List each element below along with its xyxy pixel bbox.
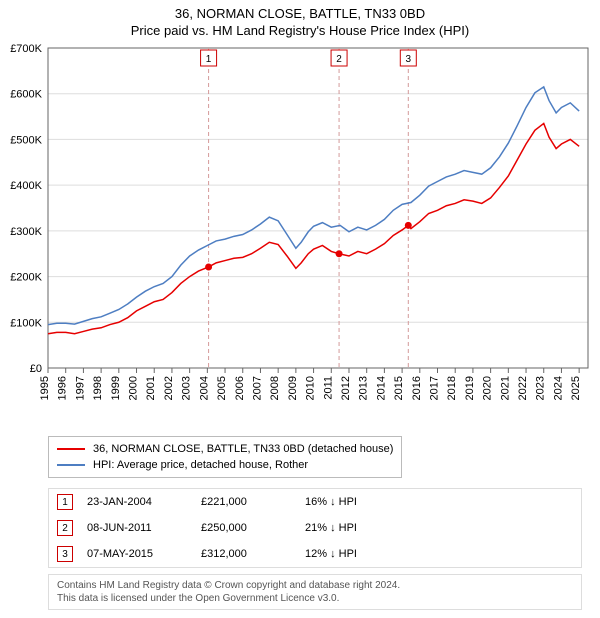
svg-text:1996: 1996 <box>57 376 69 400</box>
svg-text:£100K: £100K <box>10 317 42 329</box>
svg-text:1997: 1997 <box>74 376 86 400</box>
svg-text:1999: 1999 <box>110 376 122 400</box>
svg-text:2002: 2002 <box>163 376 175 400</box>
svg-text:£700K: £700K <box>10 43 42 55</box>
svg-text:1998: 1998 <box>92 376 104 400</box>
event-row: 2 08-JUN-2011 £250,000 21% ↓ HPI <box>49 515 581 541</box>
event-marker-box: 2 <box>57 520 73 536</box>
svg-text:2007: 2007 <box>251 376 263 400</box>
svg-text:2021: 2021 <box>499 376 511 400</box>
event-price: £312,000 <box>201 548 291 560</box>
svg-text:£300K: £300K <box>10 226 42 238</box>
svg-text:2016: 2016 <box>411 376 423 400</box>
title-subtitle: Price paid vs. HM Land Registry's House … <box>0 23 600 38</box>
legend-swatch <box>57 448 85 450</box>
event-diff: 16% ↓ HPI <box>305 496 395 508</box>
svg-text:2001: 2001 <box>145 376 157 400</box>
svg-text:3: 3 <box>406 54 412 65</box>
legend: 36, NORMAN CLOSE, BATTLE, TN33 0BD (deta… <box>48 436 402 478</box>
event-diff: 21% ↓ HPI <box>305 522 395 534</box>
sale-events-table: 1 23-JAN-2004 £221,000 16% ↓ HPI 2 08-JUN-201… <box>48 488 582 568</box>
svg-text:2022: 2022 <box>517 376 529 400</box>
svg-text:2004: 2004 <box>198 376 210 400</box>
svg-text:2013: 2013 <box>358 376 370 400</box>
svg-text:1995: 1995 <box>39 376 51 400</box>
svg-text:2023: 2023 <box>535 376 547 400</box>
event-price: £250,000 <box>201 522 291 534</box>
svg-text:£200K: £200K <box>10 272 42 284</box>
svg-text:2000: 2000 <box>128 376 140 400</box>
event-row: 1 23-JAN-2004 £221,000 16% ↓ HPI <box>49 489 581 515</box>
svg-text:2025: 2025 <box>570 376 582 400</box>
svg-text:2008: 2008 <box>269 376 281 400</box>
event-diff: 12% ↓ HPI <box>305 548 395 560</box>
svg-text:2018: 2018 <box>446 376 458 400</box>
svg-text:2014: 2014 <box>375 376 387 400</box>
title-address: 36, NORMAN CLOSE, BATTLE, TN33 0BD <box>0 6 600 21</box>
svg-text:2017: 2017 <box>429 376 441 400</box>
svg-text:£400K: £400K <box>10 180 42 192</box>
footer-line1: Contains HM Land Registry data © Crown c… <box>57 579 573 592</box>
svg-text:£0: £0 <box>30 363 42 375</box>
svg-text:2024: 2024 <box>552 376 564 400</box>
svg-text:2015: 2015 <box>393 376 405 400</box>
footer-line2: This data is licensed under the Open Gov… <box>57 592 573 605</box>
svg-text:2003: 2003 <box>181 376 193 400</box>
legend-row: 36, NORMAN CLOSE, BATTLE, TN33 0BD (deta… <box>57 441 393 457</box>
event-marker-box: 3 <box>57 546 73 562</box>
chart-plot: £0 £100K £200K £300K £400K £500K £600K £700K 199… <box>0 38 600 428</box>
event-row: 3 07-MAY-2015 £312,000 12% ↓ HPI <box>49 541 581 567</box>
legend-swatch <box>57 464 85 466</box>
event-date: 07-MAY-2015 <box>87 548 187 560</box>
attribution-footer: Contains HM Land Registry data © Crown c… <box>48 574 582 610</box>
svg-text:2019: 2019 <box>464 376 476 400</box>
svg-text:2005: 2005 <box>216 376 228 400</box>
event-marker-box: 1 <box>57 494 73 510</box>
event-price: £221,000 <box>201 496 291 508</box>
event-date: 23-JAN-2004 <box>87 496 187 508</box>
legend-label: HPI: Average price, detached house, Roth… <box>93 459 308 471</box>
chart-titles: 36, NORMAN CLOSE, BATTLE, TN33 0BD Price… <box>0 0 600 38</box>
svg-text:2011: 2011 <box>322 376 334 400</box>
svg-text:2: 2 <box>336 54 342 65</box>
svg-text:2006: 2006 <box>234 376 246 400</box>
svg-text:2020: 2020 <box>482 376 494 400</box>
legend-label: 36, NORMAN CLOSE, BATTLE, TN33 0BD (deta… <box>93 443 393 455</box>
svg-text:2009: 2009 <box>287 376 299 400</box>
svg-text:£600K: £600K <box>10 89 42 101</box>
svg-text:£500K: £500K <box>10 134 42 146</box>
svg-text:2012: 2012 <box>340 376 352 400</box>
svg-text:1: 1 <box>206 54 212 65</box>
event-date: 08-JUN-2011 <box>87 522 187 534</box>
svg-text:2010: 2010 <box>305 376 317 400</box>
legend-row: HPI: Average price, detached house, Roth… <box>57 457 393 473</box>
chart-container: { "titles": { "line1": "36, NORMAN CLOSE… <box>0 0 600 610</box>
chart-svg: £0 £100K £200K £300K £400K £500K £600K £700K 199… <box>0 38 600 428</box>
